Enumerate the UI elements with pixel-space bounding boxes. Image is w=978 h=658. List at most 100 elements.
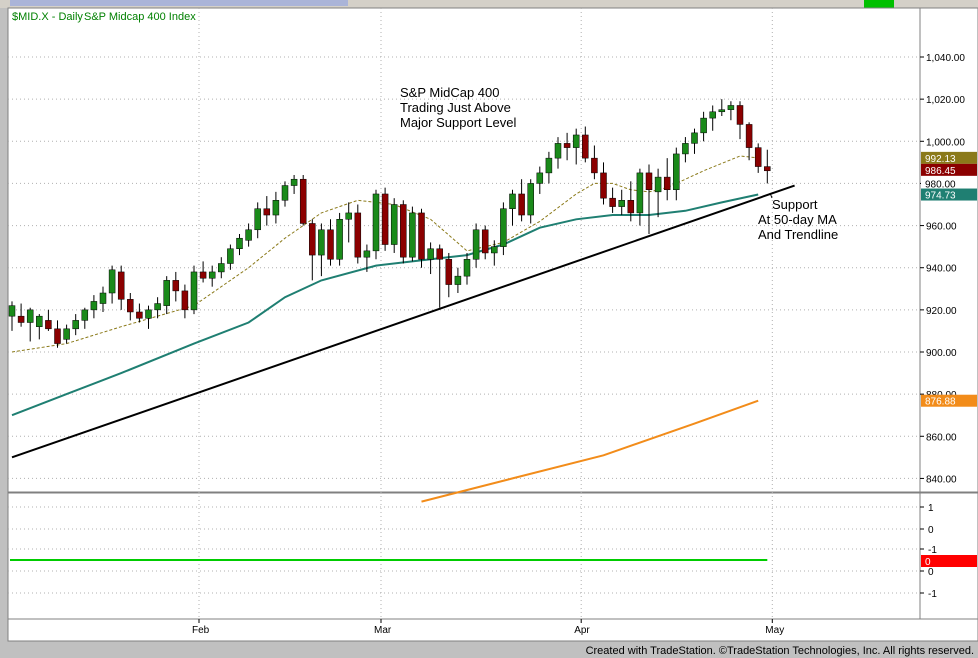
candle-body: [318, 229, 325, 256]
candle-body: [536, 172, 544, 184]
candle-body: [272, 200, 280, 216]
candle-body: [627, 200, 635, 214]
annotation-top-line-3: Major Support Level: [400, 115, 516, 130]
footer-credit: Created with TradeStation. ©TradeStation…: [585, 645, 974, 657]
tag-ma20: 992.13: [925, 154, 956, 165]
support-trendline: [11, 184, 795, 459]
candle-body: [718, 109, 726, 113]
candle-body: [563, 143, 571, 148]
indicator-axis-ticks: 1 0 -1 0 -1: [920, 503, 937, 600]
tag-ma50-bg: [921, 188, 977, 201]
grid: [8, 8, 920, 619]
indicator-tick-label: 0: [928, 567, 934, 578]
candle-body: [172, 280, 180, 292]
tag-last-close-bg: [921, 163, 977, 176]
candle-body: [418, 212, 425, 260]
tag-ma200-bg: [921, 394, 977, 407]
candle-body: [345, 212, 352, 220]
candlesticks: [8, 99, 771, 348]
candle-body: [736, 105, 744, 125]
candle-body: [81, 309, 89, 321]
tag-ma50: 974.73: [925, 191, 956, 202]
indicator-tick-label: -1: [928, 545, 937, 556]
candle-body: [227, 248, 234, 264]
candle-body: [299, 178, 307, 224]
candle-body: [199, 271, 207, 279]
candle-body: [17, 315, 25, 323]
candle-body: [709, 111, 716, 119]
candle-body: [26, 309, 34, 323]
annotation-support-line-2: At 50-day MA: [758, 212, 837, 227]
candle-body: [208, 271, 216, 279]
indicator-tick-label: 0: [928, 525, 934, 536]
time-axis: [7, 618, 978, 642]
x-tick-label: May: [765, 625, 784, 636]
candle-body: [72, 320, 79, 330]
candle-body: [545, 157, 553, 174]
indicator-tick-label: 1: [928, 503, 934, 514]
candle-body: [254, 208, 261, 231]
candle-body: [363, 250, 371, 258]
y-tick-label: 920.00: [926, 306, 957, 317]
y-tick-label: 860.00: [926, 432, 957, 443]
candle-body: [236, 237, 243, 249]
annotation-top-line-2: Trading Just Above: [400, 100, 511, 115]
candle-body: [181, 290, 189, 311]
tag-ma200: 876.88: [925, 397, 956, 408]
y-tick-label: 1,040.00: [926, 53, 965, 64]
indicator-tick-label: -1: [928, 589, 937, 600]
candle-body: [8, 305, 16, 317]
candle-body: [136, 311, 143, 319]
annotation-top-line-1: S&P MidCap 400: [400, 85, 500, 100]
window-top-strip: [0, 0, 978, 8]
x-tick-label: Feb: [192, 625, 210, 636]
candle-body: [527, 183, 534, 216]
x-tick-label: Mar: [374, 625, 392, 636]
candle-body: [327, 229, 334, 260]
candle-body: [108, 269, 116, 294]
candle-body: [400, 204, 407, 258]
candle-body: [454, 275, 462, 285]
candle-body: [645, 172, 653, 190]
chart-index-name: S&P Midcap 400 Index: [84, 11, 196, 23]
candle-body: [36, 315, 43, 327]
candle-body: [472, 229, 480, 260]
candle-body: [663, 176, 671, 191]
candle-body: [481, 229, 489, 254]
candle-body: [636, 172, 644, 214]
ma-line-3: [421, 399, 759, 503]
candle-body: [572, 134, 580, 148]
candle-body: [90, 301, 98, 311]
tag-trendline-bg: [921, 177, 977, 190]
candle-body: [281, 185, 289, 201]
candle-body: [99, 292, 107, 304]
candle-body: [117, 271, 125, 300]
tag-trendline: 980.00: [925, 179, 956, 190]
candle-body: [409, 212, 416, 258]
tag-ma20-bg: [921, 151, 977, 164]
candle-body: [727, 105, 735, 110]
candle-body: [618, 200, 625, 207]
candle-body: [372, 193, 380, 252]
candle-body: [500, 208, 507, 247]
candle-body: [654, 176, 662, 193]
candle-body: [463, 259, 471, 277]
candle-body: [63, 328, 70, 340]
candle-body: [673, 153, 680, 191]
candle-body: [582, 134, 589, 159]
candle-body: [390, 204, 398, 245]
candle-body: [218, 263, 225, 273]
price-axis: [919, 7, 978, 493]
candle-body: [691, 132, 698, 144]
candle-body: [436, 248, 443, 260]
candle-body: [336, 219, 343, 260]
candle-body: [45, 320, 52, 330]
candle-body: [354, 212, 362, 258]
candle-body: [754, 147, 762, 167]
candle-body: [263, 208, 271, 216]
price-panel: [7, 7, 921, 493]
candle-body: [600, 172, 607, 199]
annotation-support-line-3: And Trendline: [758, 227, 838, 242]
candle-body: [381, 193, 389, 245]
